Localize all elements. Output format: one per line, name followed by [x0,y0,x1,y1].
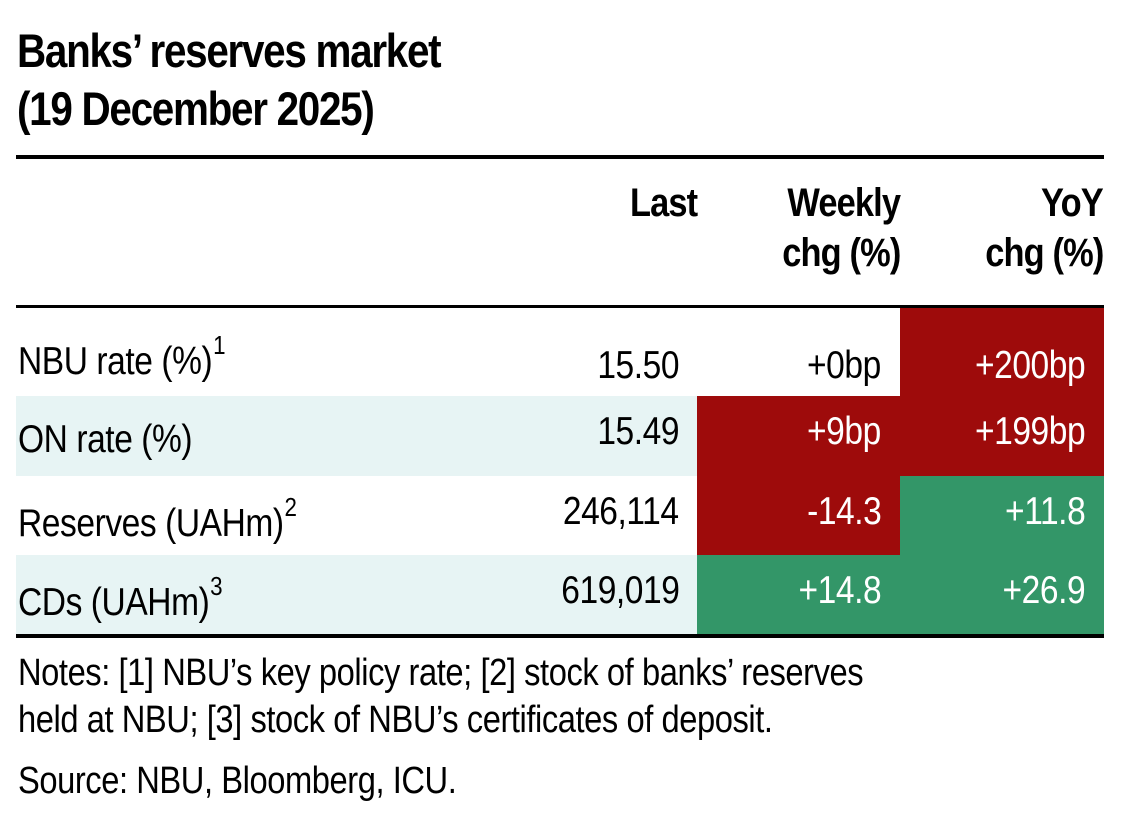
row-last-value: 15.49 [597,410,679,453]
row-yoy-change: +26.9 [900,555,1104,634]
row-label: ON rate (%) [18,418,193,461]
row-weekly-change: +14.8 [697,555,900,634]
table-row: ON rate (%) 15.49 +9bp +199bp [16,396,1104,476]
table-title: Banks’ reserves market (19 December 2025… [17,22,442,138]
row-weekly-change: +0bp [807,344,881,387]
header-weekly: Weekly chg (%) [781,181,901,275]
row-weekly-change: +9bp [697,396,900,476]
row-label: CDs (UAHm)3 [18,571,223,624]
bottom-rule [16,634,1104,638]
source-text: Source: NBU, Bloomberg, ICU. [18,760,457,802]
row-yoy-change: +199bp [900,396,1104,476]
table-row: CDs (UAHm)3 619,019 +14.8 +26.9 [16,555,1104,634]
notes-line-2: held at NBU; [3] stock of NBU’s certific… [18,699,773,741]
row-last-value: 619,019 [560,569,680,612]
title-line-2: (19 December 2025) [17,82,375,135]
row-last-value: 246,114 [563,490,679,533]
row-label: Reserves (UAHm)2 [18,492,297,545]
top-rule [16,155,1104,159]
table-row: Reserves (UAHm)2 246,114 -14.3 +11.8 [16,476,1104,555]
footnote-marker: 1 [213,330,226,360]
header-rule [16,305,1104,308]
footnote-marker: 3 [210,571,223,601]
footnote-marker: 2 [284,492,297,522]
header-last: Last [629,181,698,225]
notes-line-1: Notes: [1] NBU’s key policy rate; [2] st… [18,652,864,694]
row-yoy-change: +11.8 [900,476,1104,555]
row-label: NBU rate (%)1 [18,330,226,383]
header-yoy: YoY chg (%) [984,181,1104,275]
title-line-1: Banks’ reserves market [17,24,442,77]
notes: Notes: [1] NBU’s key policy rate; [2] st… [18,650,864,744]
row-last-value: 15.50 [597,344,679,387]
table-row: NBU rate (%)1 15.50 +0bp +200bp [16,308,1104,396]
row-yoy-change: +200bp [900,308,1104,396]
row-weekly-change: -14.3 [697,476,900,555]
